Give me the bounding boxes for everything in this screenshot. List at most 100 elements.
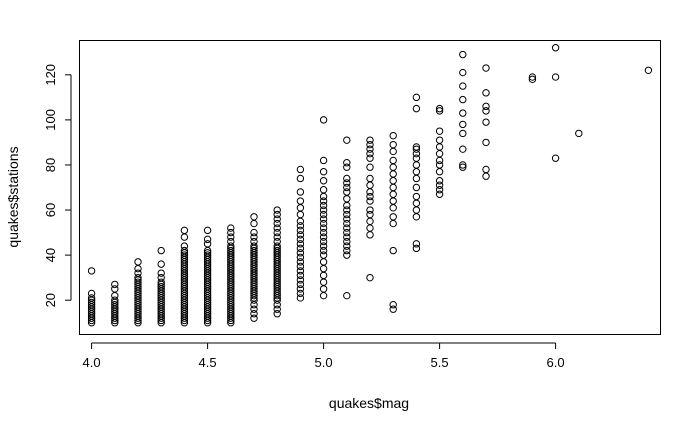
data-point <box>273 233 281 241</box>
data-point <box>343 228 351 237</box>
data-point <box>296 258 305 266</box>
data-point <box>389 305 397 313</box>
data-point <box>296 249 305 257</box>
data-point <box>343 215 351 223</box>
data-point <box>366 192 374 201</box>
data-point <box>435 168 444 176</box>
data-point <box>435 181 444 189</box>
data-point <box>227 233 235 241</box>
data-point <box>180 226 189 235</box>
x-axis-title: quakes$mag <box>329 395 409 411</box>
data-point <box>296 222 305 230</box>
data-point <box>319 156 328 165</box>
y-axis: 20 40 60 80 100 120 <box>43 64 72 307</box>
data-point <box>273 228 281 237</box>
data-point <box>296 262 305 271</box>
data-point <box>87 267 96 275</box>
data-point <box>366 145 374 153</box>
data-point <box>412 240 421 248</box>
data-point <box>227 242 235 250</box>
data-point <box>343 174 351 183</box>
data-point <box>343 188 351 196</box>
data-point <box>134 258 142 266</box>
data-point <box>412 93 421 102</box>
data-point <box>319 271 328 280</box>
y-axis-title: quakes$stations <box>5 146 21 247</box>
data-point <box>459 109 467 117</box>
data-point <box>273 310 281 318</box>
data-point <box>482 107 490 115</box>
data-point <box>319 285 328 293</box>
data-point <box>343 251 351 259</box>
data-point <box>366 206 374 214</box>
data-point <box>134 278 142 286</box>
data-point <box>551 44 560 52</box>
data-point <box>319 246 328 255</box>
data-point <box>296 285 305 293</box>
data-point <box>389 170 397 178</box>
x-axis: 4.0 4.5 5.0 5.5 6.0 <box>83 342 565 370</box>
data-point <box>111 296 119 304</box>
data-point <box>250 310 258 318</box>
data-point <box>343 195 351 203</box>
data-point <box>343 246 351 255</box>
data-point <box>459 145 467 153</box>
data-point <box>319 219 328 228</box>
data-point <box>296 267 305 275</box>
x-tick-label: 4.5 <box>199 355 217 370</box>
data-point <box>366 224 374 232</box>
data-point <box>459 129 467 138</box>
data-point <box>273 219 281 228</box>
data-point <box>319 264 328 273</box>
data-point <box>203 251 212 259</box>
data-point <box>157 269 165 277</box>
data-point <box>389 204 397 212</box>
data-point <box>343 210 351 219</box>
data-point <box>366 154 374 162</box>
data-point <box>157 278 165 286</box>
data-point <box>435 149 444 158</box>
data-point <box>412 154 421 162</box>
data-point <box>319 197 328 205</box>
data-point <box>296 188 305 196</box>
data-point <box>273 224 281 232</box>
data-point <box>343 201 351 210</box>
data-point <box>157 246 165 255</box>
data-point <box>389 219 397 228</box>
data-point <box>551 154 560 162</box>
data-point <box>273 305 281 313</box>
data-point <box>227 224 235 232</box>
data-point <box>551 73 560 81</box>
data-point <box>389 197 397 205</box>
data-point <box>575 129 583 138</box>
data-point <box>319 210 328 219</box>
data-point <box>296 197 305 205</box>
data-point <box>366 181 374 189</box>
data-point <box>644 66 653 75</box>
data-point <box>435 161 444 169</box>
data-point <box>343 233 351 241</box>
data-point <box>435 177 444 185</box>
data-point <box>482 172 490 180</box>
data-point <box>227 246 235 255</box>
data-point <box>273 206 281 214</box>
data-point <box>412 143 421 151</box>
x-tick-label: 4.0 <box>83 355 101 370</box>
data-point <box>296 271 305 280</box>
y-tick-label: 60 <box>43 203 58 217</box>
data-points <box>87 44 653 327</box>
data-point <box>319 258 328 266</box>
data-point <box>203 249 212 257</box>
data-point <box>412 104 421 113</box>
data-point <box>366 188 374 196</box>
data-point <box>319 233 328 241</box>
data-point <box>389 213 397 221</box>
data-point <box>273 215 281 223</box>
data-point <box>412 168 421 176</box>
data-point <box>343 224 351 232</box>
data-point <box>111 280 119 289</box>
data-point <box>459 163 467 171</box>
data-point <box>87 289 96 298</box>
data-point <box>435 143 444 151</box>
data-point <box>111 291 119 300</box>
